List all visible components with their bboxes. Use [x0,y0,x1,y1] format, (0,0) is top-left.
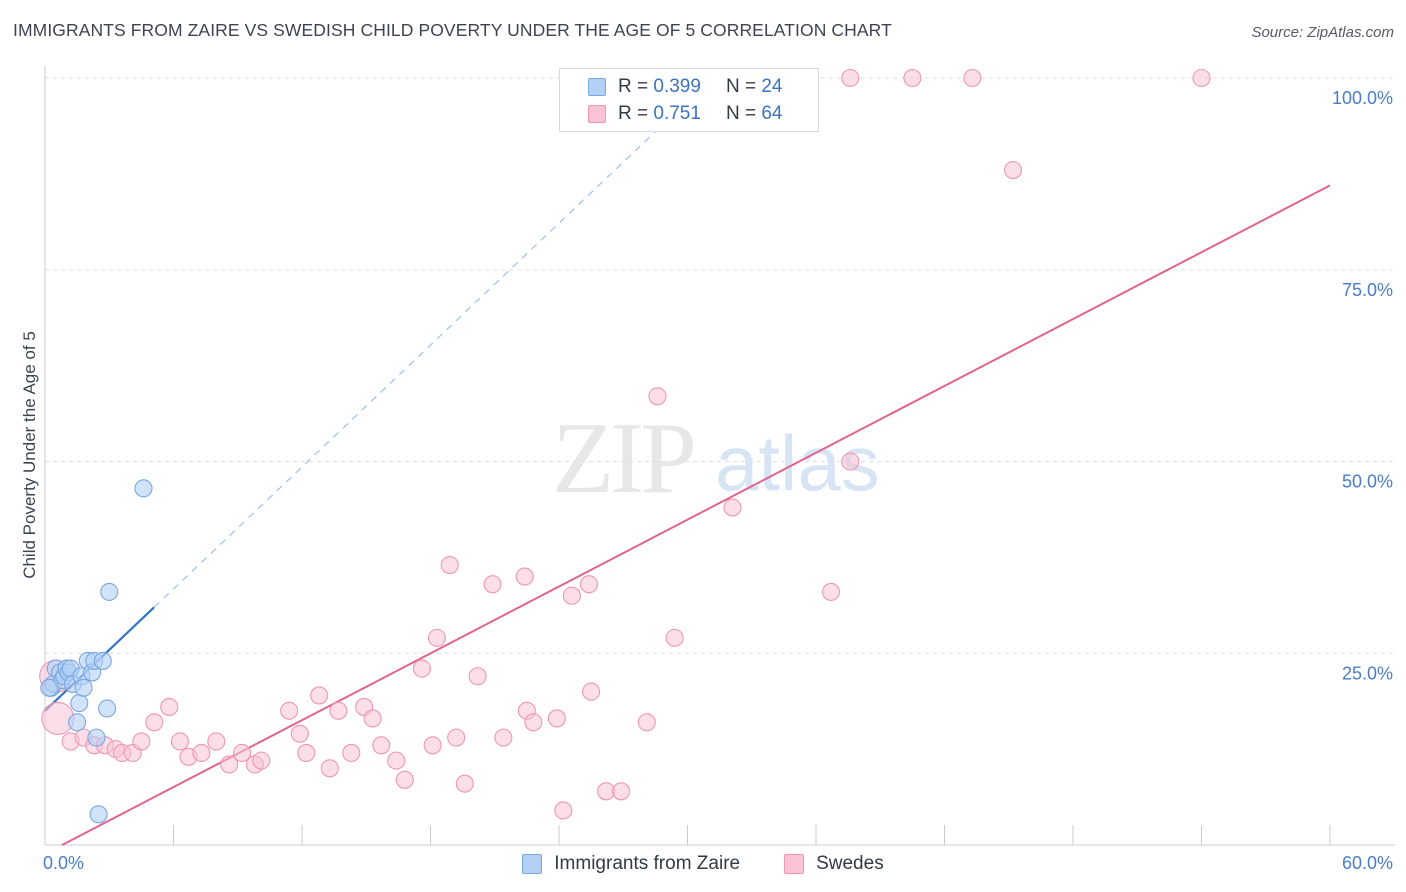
swedes-point [160,697,179,716]
y-tick-label: 75.0% [1342,280,1393,300]
swedes-point [440,555,459,575]
swedes-point [963,68,982,88]
swedes-point [582,682,601,701]
swedes-point [1003,160,1023,180]
swedes-point [145,713,164,732]
swedes-point [342,743,361,763]
swedes-point [170,732,189,751]
watermark-zip: ZIP [552,402,697,515]
legend-label-zaire: Immigrants from Zaire [554,853,741,874]
y-tick-label: 50.0% [1342,472,1393,492]
swedes-point [579,575,599,594]
y-tick-label: 100.0% [1332,88,1393,108]
legend-label-swedes: Swedes [816,853,884,874]
legend-item-swedes[interactable]: Swedes [784,853,884,875]
swedes-point [821,582,841,601]
swedes-point [554,801,573,820]
y-tick-label: 25.0% [1342,663,1393,683]
swedes-points [39,68,1211,820]
swedes-point [207,732,226,751]
zaire-trend-extension [153,131,656,608]
zaire-point [74,678,93,697]
legend-n-value: 64 [761,103,783,124]
swedes-point [455,774,474,793]
swedes-point [841,68,860,88]
legend-swatch-zaire [522,854,543,874]
zaire-point [100,582,119,601]
swedes-point [665,628,684,647]
zaire-point [87,728,106,747]
tick-labels: 25.0% 50.0% 75.0% 100.0% 0.0% 60.0% [43,88,1393,873]
swedes-point [562,586,581,605]
swedes-trend-line [61,184,1331,846]
swedes-point [220,755,239,774]
swedes-point [547,709,566,728]
swedes-point [524,713,543,732]
zaire-point [98,699,117,718]
legend-r-label: R = [618,76,649,97]
zaire-points [40,479,153,824]
zaire-point [89,805,108,824]
swedes-point [427,628,446,647]
swedes-point [494,728,513,747]
swedes-point [363,709,382,728]
swedes-point [723,498,742,517]
zaire-point [68,713,87,732]
swedes-point [290,724,309,743]
zaire-point [134,479,153,498]
swedes-point [412,659,431,678]
gridlines [45,77,1395,654]
swedes-point [252,751,271,770]
swedes-point [280,701,299,720]
legend-n-label: N = [725,103,757,124]
series-legend: Immigrants from Zaire Swedes [0,850,1406,878]
swedes-point [395,770,414,789]
swedes-point [648,387,667,406]
swedes-point [1192,68,1211,88]
swedes-point [310,686,329,705]
zaire-point [70,694,89,713]
legend-n-label: N = [725,76,757,97]
legend-n-value: 24 [761,76,783,97]
chart-title: IMMIGRANTS FROM ZAIRE VS SWEDISH CHILD P… [13,20,892,40]
legend-r-value: 0.751 [653,103,701,124]
swedes-point [483,575,502,594]
legend-swatch-swedes [588,105,606,123]
legend-r-value: 0.399 [653,76,701,97]
swedes-point [903,68,922,88]
legend-row-zaire: R = 0.399 N = 24 [560,74,782,100]
x-tick-label: 0.0% [43,853,84,873]
swedes-point [841,452,860,471]
swedes-point [387,751,406,770]
legend-swatch-zaire [588,78,606,96]
x-tick-label: 60.0% [1342,853,1393,873]
axes [44,66,1395,846]
legend-swatch-swedes [784,854,805,874]
swedes-point [297,743,316,763]
swedes-point [423,736,442,755]
zaire-point [93,651,112,670]
y-axis-label: Child Poverty Under the Age of 5 [20,331,39,579]
swedes-point [372,736,391,755]
swedes-point [637,713,656,732]
swedes-point [232,743,252,763]
swedes-point [612,782,631,801]
swedes-point [132,732,151,751]
swedes-point [447,728,466,747]
swedes-point [192,743,211,763]
trend-lines [44,131,1331,846]
correlation-legend: R = 0.399 N = 24 R = 0.751 N = 64 [559,68,819,132]
legend-item-zaire[interactable]: Immigrants from Zaire [522,853,740,875]
swedes-point [320,759,339,778]
swedes-point [468,667,487,686]
legend-r-label: R = [618,103,649,124]
swedes-point [329,701,348,720]
legend-row-swedes: R = 0.751 N = 64 [560,101,782,127]
source-credit: Source: ZipAtlas.com [1251,24,1394,41]
swedes-point [515,567,534,586]
zaire-point [40,678,59,697]
